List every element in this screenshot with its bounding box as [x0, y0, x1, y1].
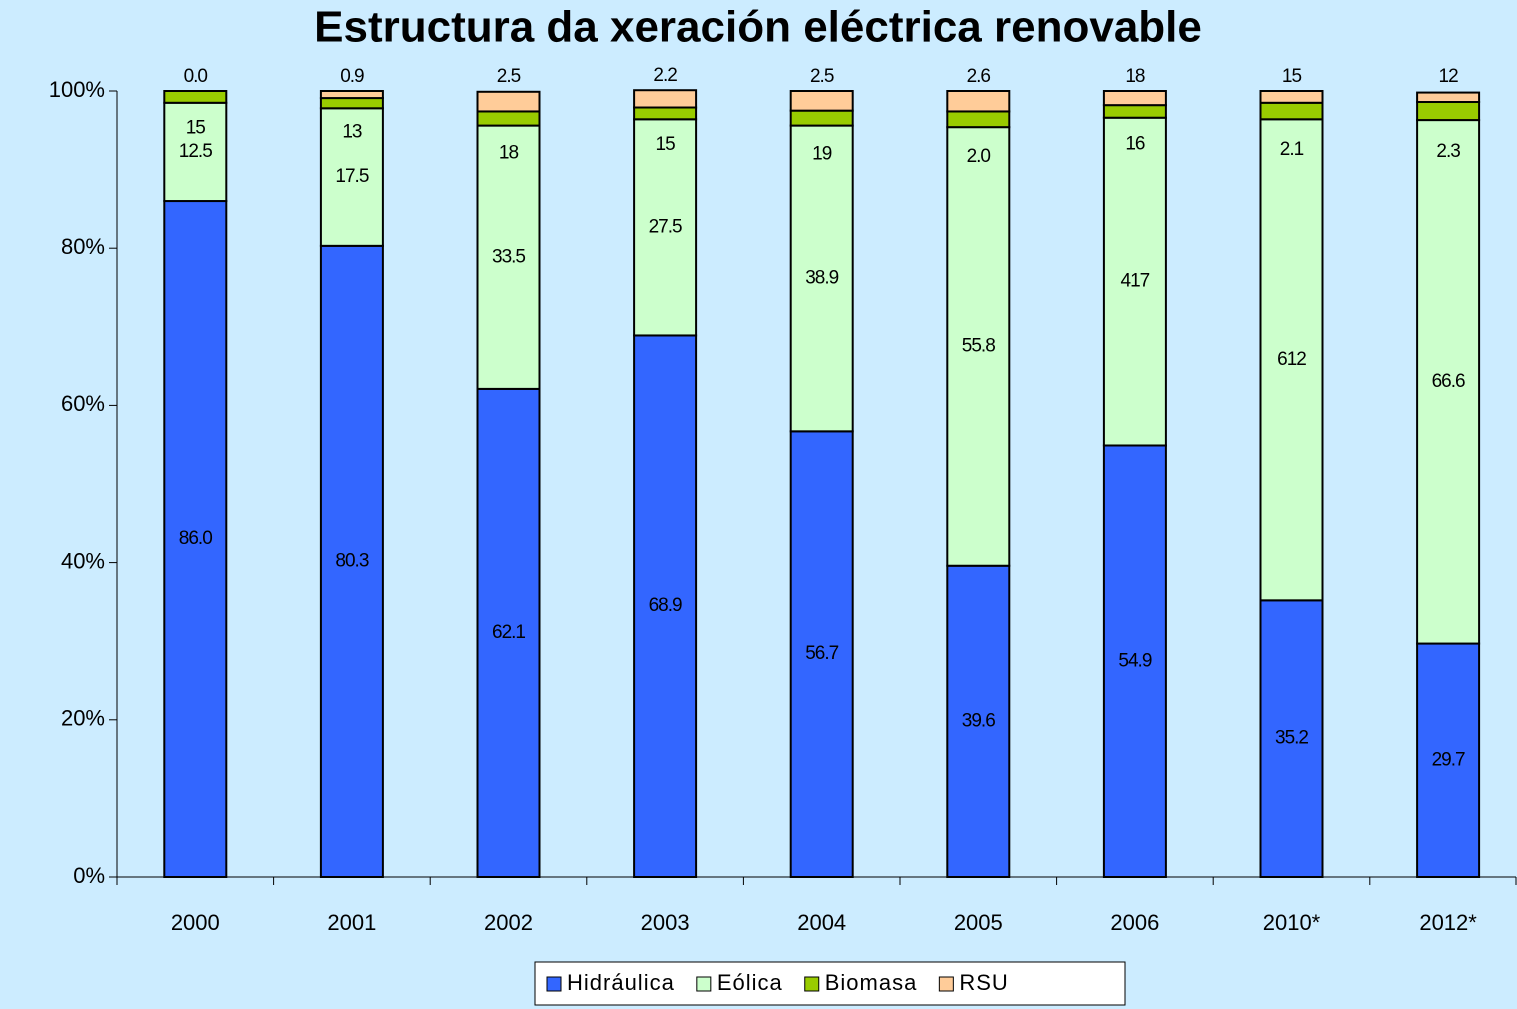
bar-segment [1259, 599, 1324, 878]
legend-label: Hidráulica [567, 970, 675, 995]
value-label: 18 [499, 143, 519, 164]
value-label: 27.5 [649, 216, 682, 237]
bar-segment [1102, 90, 1167, 107]
x-tick-label: 2012* [1419, 910, 1477, 935]
bar-segment [476, 90, 541, 113]
value-label: 15 [186, 118, 206, 139]
legend-swatch [696, 976, 712, 992]
value-label: 2.5 [810, 66, 834, 87]
value-label: 12.5 [179, 141, 212, 162]
legend-swatch [546, 976, 562, 992]
bar-segment [633, 334, 698, 879]
value-label: 12 [1439, 66, 1459, 87]
value-label: 13 [342, 122, 362, 143]
value-label: 417 [1121, 271, 1150, 292]
x-tick-label: 2006 [1110, 910, 1159, 935]
bar-segment [476, 387, 541, 878]
x-tick-label: 2000 [171, 910, 220, 935]
value-label: 56.7 [805, 643, 838, 664]
value-label: 18 [1125, 66, 1145, 87]
bar-segment [1259, 90, 1324, 104]
bar-segment [1416, 101, 1481, 122]
y-tick-label: 100% [49, 77, 105, 102]
bar-segment [1102, 116, 1167, 447]
bar-segment [946, 564, 1011, 879]
bar-segment [319, 90, 384, 100]
y-tick-label: 0% [73, 863, 105, 888]
legend-label: RSU [959, 970, 1008, 995]
bar-segment [1102, 104, 1167, 119]
legend-box [534, 961, 1126, 1006]
value-label: 62.1 [492, 622, 525, 643]
value-label: 15 [1282, 66, 1302, 87]
value-label: 15 [656, 134, 676, 155]
value-label: 16 [1125, 133, 1145, 154]
value-label: 54.9 [1118, 650, 1151, 671]
value-label: 0.9 [340, 66, 364, 87]
legend-label: Biomasa [825, 970, 918, 995]
value-label: 33.5 [492, 246, 525, 267]
x-tick-label: 2004 [797, 910, 846, 935]
bar-segment [1259, 118, 1324, 602]
value-label: 2.5 [497, 66, 521, 87]
value-label: 80.3 [335, 550, 368, 571]
bar-segment [163, 90, 228, 104]
value-label: 2.0 [967, 146, 991, 167]
bar-segment [476, 110, 541, 127]
value-label: 17.5 [335, 166, 368, 187]
bar-segment [1102, 444, 1167, 878]
bar-segment [1416, 642, 1481, 878]
value-label: 2.3 [1436, 141, 1460, 162]
value-label: 68.9 [649, 595, 682, 616]
value-label: 19 [812, 144, 832, 165]
value-label: 2.6 [967, 66, 991, 87]
value-label: 86.0 [179, 528, 212, 549]
bar-segment [789, 124, 854, 433]
bar-segment [789, 90, 854, 112]
y-tick-label: 20% [61, 706, 105, 731]
x-tick-label: 2002 [484, 910, 533, 935]
bar-segment [946, 90, 1011, 113]
bar-segment [789, 109, 854, 127]
value-label: 38.9 [805, 267, 838, 288]
value-label: 66.6 [1432, 371, 1465, 392]
value-label: 35.2 [1275, 728, 1308, 749]
x-tick-label: 2010* [1263, 910, 1321, 935]
y-tick-label: 60% [61, 391, 105, 416]
legend-swatch [938, 976, 954, 992]
legend-label: Eólica [717, 970, 783, 995]
x-tick-label: 2003 [641, 910, 690, 935]
bar-segment [319, 97, 384, 110]
value-label: 612 [1277, 349, 1306, 370]
value-label: 29.7 [1432, 749, 1465, 770]
bar-segment [1416, 119, 1481, 645]
value-label: 2.1 [1280, 139, 1304, 160]
chart-title: Estructura da xeración eléctrica renovab… [314, 3, 1202, 52]
value-label: 39.6 [962, 710, 995, 731]
bar-segment [946, 110, 1011, 129]
bar-segment [633, 89, 698, 109]
bar-segment [946, 126, 1011, 567]
bar-segment [633, 106, 698, 121]
y-tick-label: 80% [61, 234, 105, 259]
bar-segment [1259, 101, 1324, 121]
y-tick-label: 40% [61, 548, 105, 573]
bar-segment [1416, 91, 1481, 104]
legend-swatch [804, 976, 820, 992]
bar-segment [476, 124, 541, 390]
value-label: 0.0 [184, 66, 208, 87]
x-tick-label: 2001 [327, 910, 376, 935]
bar-segment [789, 430, 854, 878]
x-tick-label: 2005 [954, 910, 1003, 935]
value-label: 55.8 [962, 335, 995, 356]
value-label: 2.2 [653, 65, 677, 86]
